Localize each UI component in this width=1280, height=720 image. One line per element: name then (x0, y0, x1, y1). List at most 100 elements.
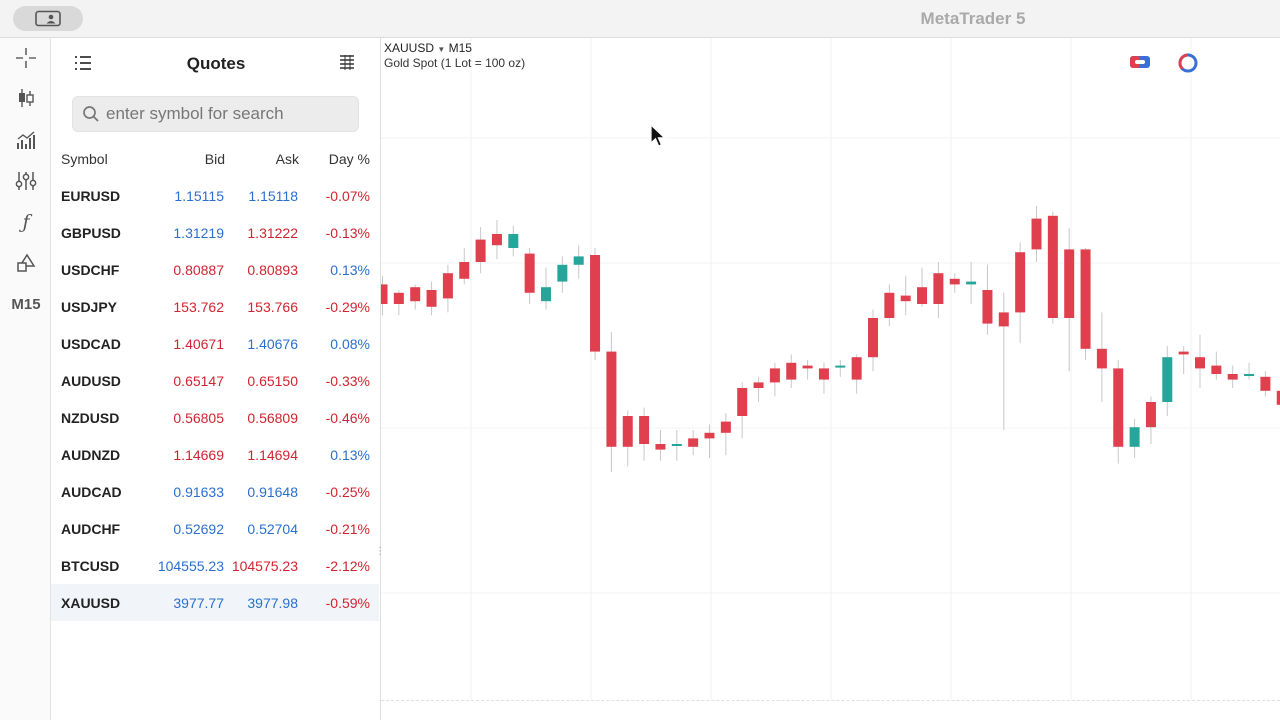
candle (900, 276, 911, 316)
candle-body-bearish (753, 382, 764, 388)
quote-row-xauusd[interactable]: XAUUSD 3977.77 3977.98 -0.59% (51, 584, 379, 621)
candle (622, 410, 633, 467)
quote-day-change: -0.59% (325, 595, 370, 611)
quote-day-change: 0.13% (330, 447, 370, 463)
candle (671, 430, 682, 461)
candle (491, 220, 502, 260)
candle (933, 262, 944, 318)
candle-body-bearish (998, 312, 1009, 327)
settings-tool[interactable] (10, 167, 42, 195)
crosshair-tool[interactable] (10, 44, 42, 72)
chart-symbol: XAUUSD (384, 41, 435, 55)
quote-bid: 153.762 (173, 299, 224, 315)
candle-body-bearish (1178, 351, 1189, 355)
candle (541, 267, 551, 310)
search-icon (83, 106, 99, 122)
candle-body-bearish (410, 287, 421, 302)
quote-row-audcad[interactable]: AUDCAD 0.91633 0.91648 -0.25% (51, 473, 379, 510)
function-icon: ƒ (22, 211, 30, 233)
quote-row-audchf[interactable]: AUDCHF 0.52692 0.52704 -0.21% (51, 510, 379, 547)
quote-ask: 1.40676 (247, 336, 298, 352)
quote-bid: 3977.77 (173, 595, 224, 611)
search-box[interactable] (72, 96, 359, 132)
candle (917, 267, 928, 307)
candle-body-bearish (802, 365, 813, 369)
algo-trading-button[interactable] (1177, 52, 1199, 79)
column-ask[interactable]: Ask (275, 151, 299, 167)
quote-ask: 104575.23 (231, 558, 298, 574)
candle-body-bearish (622, 416, 633, 447)
timeframe-button[interactable]: M15 (10, 290, 42, 318)
quote-bid: 104555.23 (157, 558, 224, 574)
quote-row-audusd[interactable]: AUDUSD 0.65147 0.65150 -0.33% (51, 362, 379, 399)
candle-body-bearish (851, 357, 862, 380)
detailed-view-button[interactable] (337, 54, 357, 77)
quote-row-gbpusd[interactable]: GBPUSD 1.31219 1.31222 -0.13% (51, 214, 379, 251)
candle (851, 354, 862, 394)
candle (442, 264, 453, 313)
chart-timeframe: M15 (448, 41, 472, 55)
quote-symbol: XAUUSD (61, 595, 121, 611)
one-click-trading-button[interactable] (1129, 54, 1151, 75)
candle (1227, 365, 1238, 388)
column-bid[interactable]: Bid (204, 151, 225, 167)
candle (639, 407, 650, 461)
panel-resize-handle[interactable]: ⋮ (375, 546, 385, 557)
candle-body-bullish (1129, 427, 1140, 447)
chart-area[interactable]: XAUUSD ▼ M15 Gold Spot (1 Lot = 100 oz) (381, 38, 1280, 720)
quote-symbol: AUDUSD (61, 373, 121, 389)
chart-symbol-selector[interactable]: XAUUSD ▼ M15 (384, 41, 472, 55)
objects-tool[interactable] (10, 249, 42, 277)
list-view-button[interactable] (73, 54, 93, 77)
quote-row-audnzd[interactable]: AUDNZD 1.14669 1.14694 0.13% (51, 436, 379, 473)
quote-bid: 0.80887 (173, 262, 224, 278)
bar-chart-icon (17, 131, 35, 149)
quote-row-btcusd[interactable]: BTCUSD 104555.23 104575.23 -2.12% (51, 547, 379, 584)
candle (1096, 312, 1107, 402)
column-day-change[interactable]: Day % (328, 151, 370, 167)
quote-row-usdcad[interactable]: USDCAD 1.40671 1.40676 0.08% (51, 325, 379, 362)
quote-symbol: AUDCAD (61, 484, 122, 500)
candle (1244, 362, 1255, 380)
candle-body-bearish (688, 438, 699, 447)
quote-row-usdchf[interactable]: USDCHF 0.80887 0.80893 0.13% (51, 251, 379, 288)
candle-body-bearish (818, 368, 829, 380)
function-tool[interactable]: ƒ (10, 208, 42, 236)
candle (381, 276, 388, 316)
window-title: MetaTrader 5 (920, 9, 1026, 28)
candle-body-bearish (737, 388, 748, 416)
candle (426, 281, 437, 316)
quotes-title: Quotes (186, 54, 246, 73)
candle-body-bearish (769, 368, 780, 383)
candle (459, 248, 470, 285)
quote-row-eurusd[interactable]: EURUSD 1.15115 1.15118 -0.07% (51, 177, 379, 214)
quote-bid: 1.40671 (173, 336, 224, 352)
candle (590, 248, 601, 360)
indicators-tool[interactable] (10, 126, 42, 154)
candlestick-chart-tool[interactable] (10, 84, 42, 112)
sidebar-toggle-button[interactable] (13, 6, 83, 31)
candle-body-bearish (393, 292, 404, 304)
quote-ask: 0.56809 (247, 410, 298, 426)
candle (573, 245, 584, 279)
quote-day-change: -0.13% (325, 225, 370, 241)
candle-body-bearish (1113, 368, 1124, 447)
column-symbol[interactable]: Symbol (61, 151, 108, 167)
candle-body-bearish (1031, 218, 1042, 250)
candle (688, 430, 699, 456)
quote-ask: 0.65150 (247, 373, 298, 389)
candle (1178, 346, 1189, 374)
quotes-panel: Quotes Symbol Bid Ask Day % EURUSD 1.1511… (51, 38, 385, 720)
candle-body-bearish (1015, 252, 1026, 313)
candle-body-bearish (1047, 215, 1058, 318)
quote-day-change: -0.07% (325, 188, 370, 204)
quote-row-nzdusd[interactable]: NZDUSD 0.56805 0.56809 -0.46% (51, 399, 379, 436)
symbol-search-input[interactable] (106, 104, 346, 124)
quote-row-usdjpy[interactable]: USDJPY 153.762 153.766 -0.29% (51, 288, 379, 325)
candle-body-bullish (541, 287, 551, 302)
candle (769, 362, 780, 397)
mouse-cursor-icon (650, 123, 667, 153)
candle-body-bearish (900, 295, 911, 302)
candle (1015, 242, 1026, 344)
candle (949, 273, 960, 293)
